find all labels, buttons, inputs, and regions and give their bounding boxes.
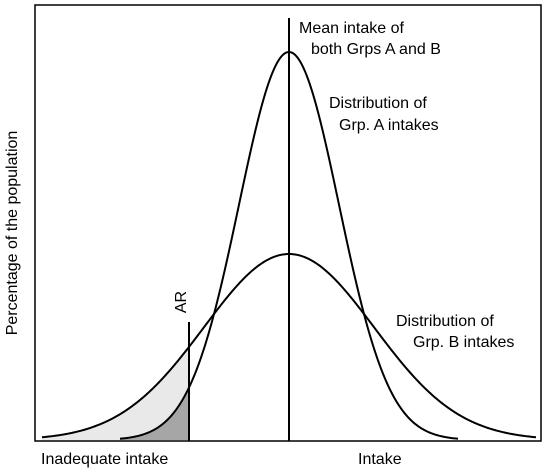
mean-intake-label-line1: Mean intake of [299, 20, 405, 37]
ar-label: AR [173, 291, 190, 313]
x-axis-label-right: Intake [358, 451, 402, 468]
group-b-label-line2: Grp. B intakes [413, 334, 514, 351]
group-a-label-line1: Distribution of [329, 95, 427, 112]
y-axis-label: Percentage of the population [4, 131, 21, 336]
group-a-label-line2: Grp. A intakes [339, 117, 439, 134]
mean-intake-label-line2: both Grps A and B [311, 41, 441, 58]
group-b-label-line1: Distribution of [396, 313, 494, 330]
group-a-inadequate-area [120, 387, 189, 440]
x-axis-label-left: Inadequate intake [41, 451, 168, 468]
group-b-inadequate-area [42, 346, 189, 440]
